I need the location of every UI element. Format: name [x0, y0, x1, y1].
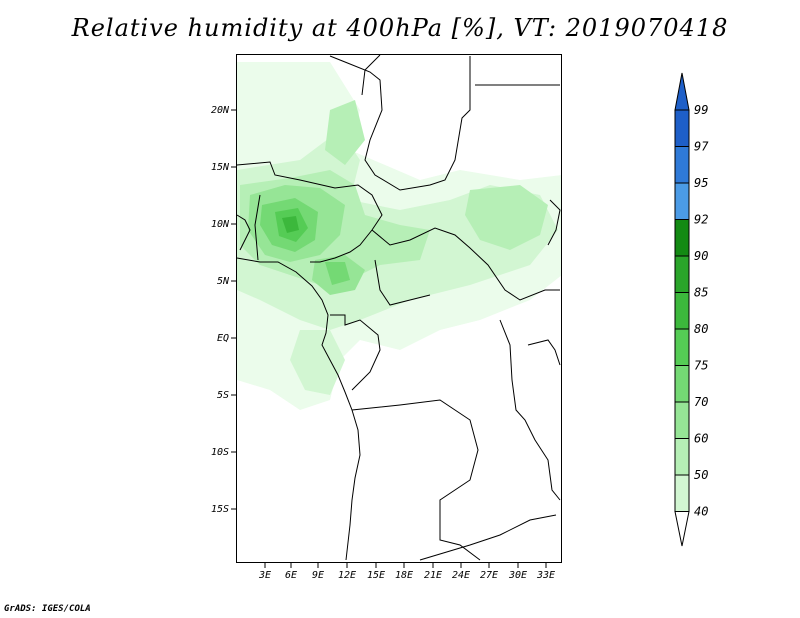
- colorbar-label: 99: [694, 103, 708, 117]
- colorbar-label: 95: [694, 176, 708, 190]
- colorbar-label: 85: [694, 286, 708, 300]
- map-frame: [236, 54, 562, 563]
- lon-tick-label: 6E: [285, 570, 297, 581]
- lat-tick-label: 5N: [217, 276, 230, 287]
- lat-tick-label: 10N: [211, 219, 230, 230]
- latitude-axis: 20N 15N 10N 5N EQ 5S 10S 15S: [211, 105, 237, 515]
- lon-tick-label: 18E: [395, 570, 413, 581]
- colorbar-segment: [674, 219, 690, 257]
- coastlines-borders: [236, 54, 561, 561]
- grads-credit: GrADS: IGES/COLA: [4, 604, 91, 614]
- lat-tick-label: 20N: [211, 105, 230, 116]
- colorbar-label: 70: [694, 395, 708, 409]
- colorbar-segment: [674, 146, 690, 184]
- lon-tick-label: 15E: [367, 570, 385, 581]
- colorbar-segment: [674, 182, 690, 220]
- colorbar-segment: [674, 474, 690, 512]
- colorbar-top-arrow: [674, 72, 690, 111]
- colorbar-label: 90: [694, 249, 708, 263]
- lon-tick-label: 30E: [508, 570, 527, 581]
- colorbar-label: 80: [694, 322, 708, 336]
- colorbar-label: 97: [694, 140, 709, 154]
- lat-tick-label: EQ: [217, 333, 229, 344]
- map-title: Relative humidity at 400hPa [%], VT: 201…: [71, 14, 729, 42]
- colorbar-label: 60: [694, 432, 708, 446]
- lon-tick-label: 27E: [480, 570, 498, 581]
- colorbar-bottom-arrow: [674, 511, 690, 547]
- colorbar-label: 75: [694, 359, 708, 373]
- colorbar-segment: [674, 255, 690, 293]
- colorbar-segment: [674, 109, 690, 147]
- colorbar-segment: [674, 401, 690, 439]
- colorbar-segment: [674, 365, 690, 403]
- colorbar-label: 92: [694, 213, 708, 227]
- lon-tick-label: 21E: [424, 570, 442, 581]
- humidity-field: [237, 62, 562, 410]
- lat-tick-label: 5S: [217, 390, 229, 401]
- longitude-axis: 3E 6E 9E 12E 15E 18E 21E 24E 27E 30E 33E: [258, 562, 555, 581]
- lon-tick-label: 9E: [312, 570, 324, 581]
- colorbar-label: 50: [694, 468, 708, 482]
- lon-tick-label: 24E: [452, 570, 470, 581]
- lon-tick-label: 33E: [536, 570, 555, 581]
- lat-tick-label: 15S: [211, 504, 229, 515]
- colorbar: 99 97 95 92 90 85 80 75 70 60 50 40: [674, 72, 709, 547]
- colorbar-segment: [674, 328, 690, 366]
- lat-tick-label: 15N: [211, 162, 230, 173]
- colorbar-segment: [674, 292, 690, 330]
- lon-tick-label: 12E: [338, 570, 356, 581]
- lat-tick-label: 10S: [211, 447, 229, 458]
- colorbar-label: 40: [694, 505, 708, 519]
- lon-tick-label: 3E: [258, 570, 271, 581]
- colorbar-segment: [674, 438, 690, 476]
